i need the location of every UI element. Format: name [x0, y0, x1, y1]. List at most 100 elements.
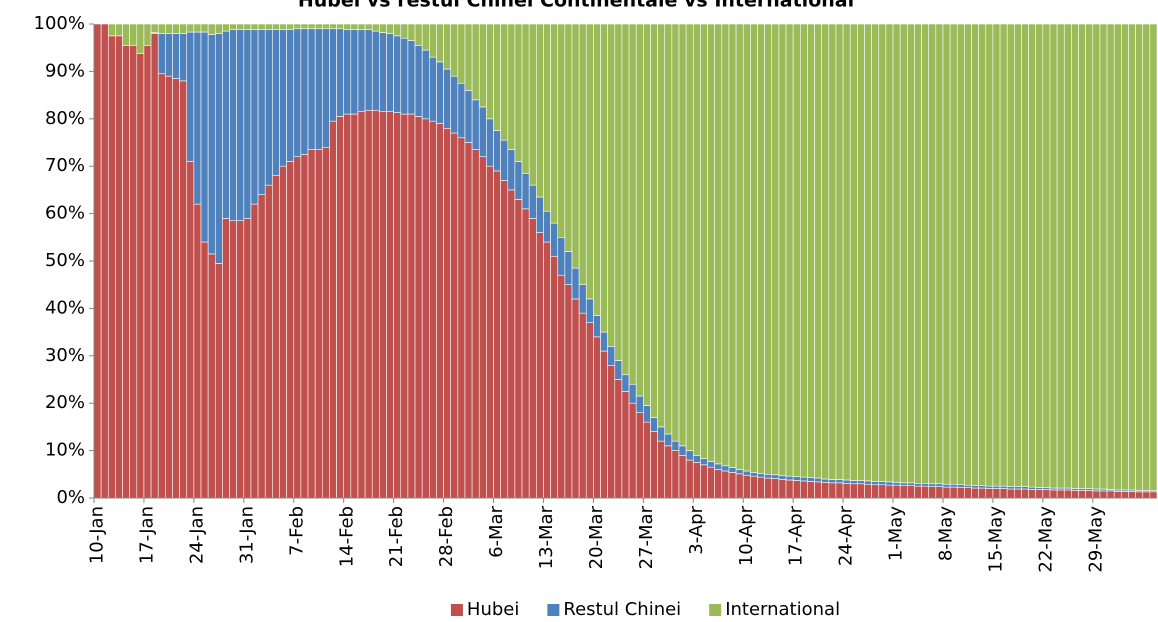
bar-segment — [728, 467, 737, 473]
bar-segment — [1049, 23, 1058, 489]
x-tick-label: 10-Apr — [736, 505, 757, 566]
x-tick-label: 28-Feb — [436, 506, 457, 567]
bar-segment — [272, 29, 280, 176]
bar-segment — [157, 73, 166, 499]
bar-segment — [871, 481, 880, 486]
bar-segment — [1113, 491, 1122, 499]
bar-segment — [264, 29, 273, 186]
bar-segment — [1049, 489, 1058, 499]
bar-segment — [557, 274, 566, 499]
bar-segment — [921, 485, 930, 499]
bar-segment — [307, 23, 316, 30]
bar-segment — [414, 23, 423, 46]
bar-segment — [107, 23, 116, 37]
bar-segment — [1071, 490, 1079, 499]
bar-segment — [735, 23, 744, 470]
bar-segment — [543, 241, 551, 499]
x-tick-label: 13-Mar — [536, 505, 557, 569]
bar-segment — [443, 68, 452, 129]
bar-segment — [528, 184, 537, 219]
bar-segment — [571, 267, 580, 300]
bar-segment — [550, 222, 559, 257]
bar-segment — [792, 480, 801, 499]
bar-segment — [921, 483, 930, 487]
bar-segment — [650, 417, 658, 432]
bar-segment — [778, 475, 787, 480]
bar-segment — [956, 23, 965, 486]
bar-segment — [564, 251, 573, 286]
legend-swatch — [450, 604, 463, 616]
legend-label: Hubei — [467, 599, 519, 620]
bar-segment — [500, 139, 509, 181]
bar-segment — [700, 458, 708, 466]
bar-segment — [657, 426, 666, 442]
x-tick-label: 8-May — [936, 506, 957, 562]
x-tick-label: 22-May — [1035, 506, 1056, 573]
bar-segment — [336, 116, 344, 499]
bar-segment — [421, 23, 430, 51]
bar-segment — [157, 23, 166, 34]
bar-segment — [314, 28, 323, 150]
bar-segment — [450, 75, 459, 134]
bar-segment — [921, 23, 930, 484]
bar-segment — [1063, 23, 1072, 489]
bar-segment — [942, 483, 951, 488]
bar-segment — [899, 23, 908, 484]
bar-segment — [536, 196, 544, 233]
bar-segment — [564, 284, 573, 499]
bar-segment — [899, 485, 908, 499]
y-tick-label: 40% — [45, 297, 85, 318]
bar-segment — [907, 482, 915, 486]
bar-segment — [935, 23, 944, 485]
bar-segment — [307, 149, 316, 499]
bar-segment — [956, 487, 965, 499]
bar-segment — [593, 336, 601, 499]
bar-segment — [585, 298, 594, 323]
bar-segment — [528, 23, 537, 186]
bar-segment — [400, 23, 409, 39]
bar-segment — [621, 374, 630, 392]
bar-segment — [386, 111, 394, 499]
bar-segment — [978, 487, 987, 499]
bar-segment — [179, 80, 188, 499]
bar-segment — [742, 474, 751, 499]
bar-segment — [821, 23, 830, 480]
bar-segment — [528, 218, 537, 499]
y-tick-label: 0% — [56, 487, 85, 508]
y-tick-label: 50% — [45, 250, 85, 271]
bar-segment — [150, 23, 159, 33]
bar-segment — [157, 33, 166, 75]
bar-segment — [578, 312, 587, 499]
bar-segment — [692, 455, 701, 463]
y-tick-label: 70% — [45, 155, 85, 176]
bar-segment — [1128, 23, 1136, 491]
bar-segment — [1099, 490, 1108, 499]
bar-segment — [614, 23, 623, 361]
bar-segment — [657, 440, 666, 499]
bar-segment — [814, 23, 822, 479]
bar-segment — [835, 482, 844, 499]
bar-segment — [1121, 491, 1129, 499]
bar-segment — [735, 469, 744, 475]
bar-segment — [493, 170, 501, 499]
bar-segment — [329, 23, 337, 30]
bar-segment — [607, 23, 616, 347]
bar-segment — [864, 23, 872, 482]
bar-segment — [371, 23, 380, 32]
bar-segment — [614, 360, 623, 380]
bar-segment — [992, 23, 1001, 487]
bar-segment — [493, 130, 501, 172]
x-tick-label: 29-May — [1085, 506, 1106, 573]
bar-segment — [828, 482, 837, 499]
bar-segment — [486, 118, 494, 167]
bar-segment — [236, 29, 245, 222]
bar-segment — [222, 30, 230, 219]
bar-segment — [964, 487, 972, 499]
bar-segment — [257, 194, 266, 499]
bar-segment — [792, 23, 801, 477]
bar-segment — [771, 478, 780, 499]
bar-segment — [179, 23, 188, 34]
bar-segment — [464, 90, 473, 143]
bar-segment — [500, 23, 509, 141]
bar-segment — [635, 395, 644, 413]
